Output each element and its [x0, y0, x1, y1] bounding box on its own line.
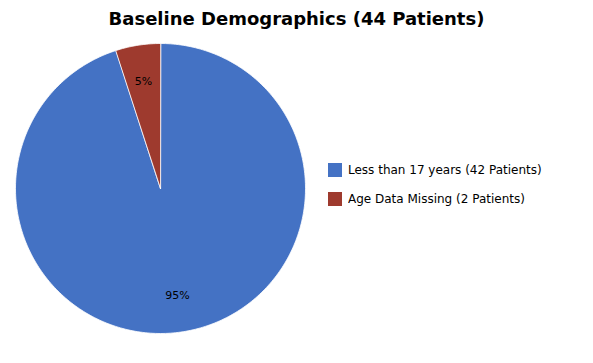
svg-text:95%: 95% — [165, 289, 189, 302]
html-text:Less than 17 years (42 Patient: Less than 17 years (42 Patients) — [348, 163, 542, 177]
svg-text:5%: 5% — [135, 75, 152, 88]
html-text:Baseline Demographics (44 Pati: Baseline Demographics (44 Patients) — [108, 8, 485, 29]
html-text:Age Data Missing (2 Patients): Age Data Missing (2 Patients) — [348, 192, 525, 206]
